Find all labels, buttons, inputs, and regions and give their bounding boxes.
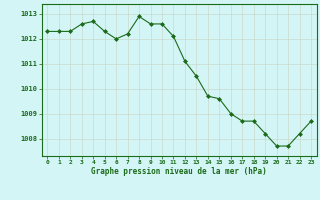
X-axis label: Graphe pression niveau de la mer (hPa): Graphe pression niveau de la mer (hPa)	[91, 167, 267, 176]
